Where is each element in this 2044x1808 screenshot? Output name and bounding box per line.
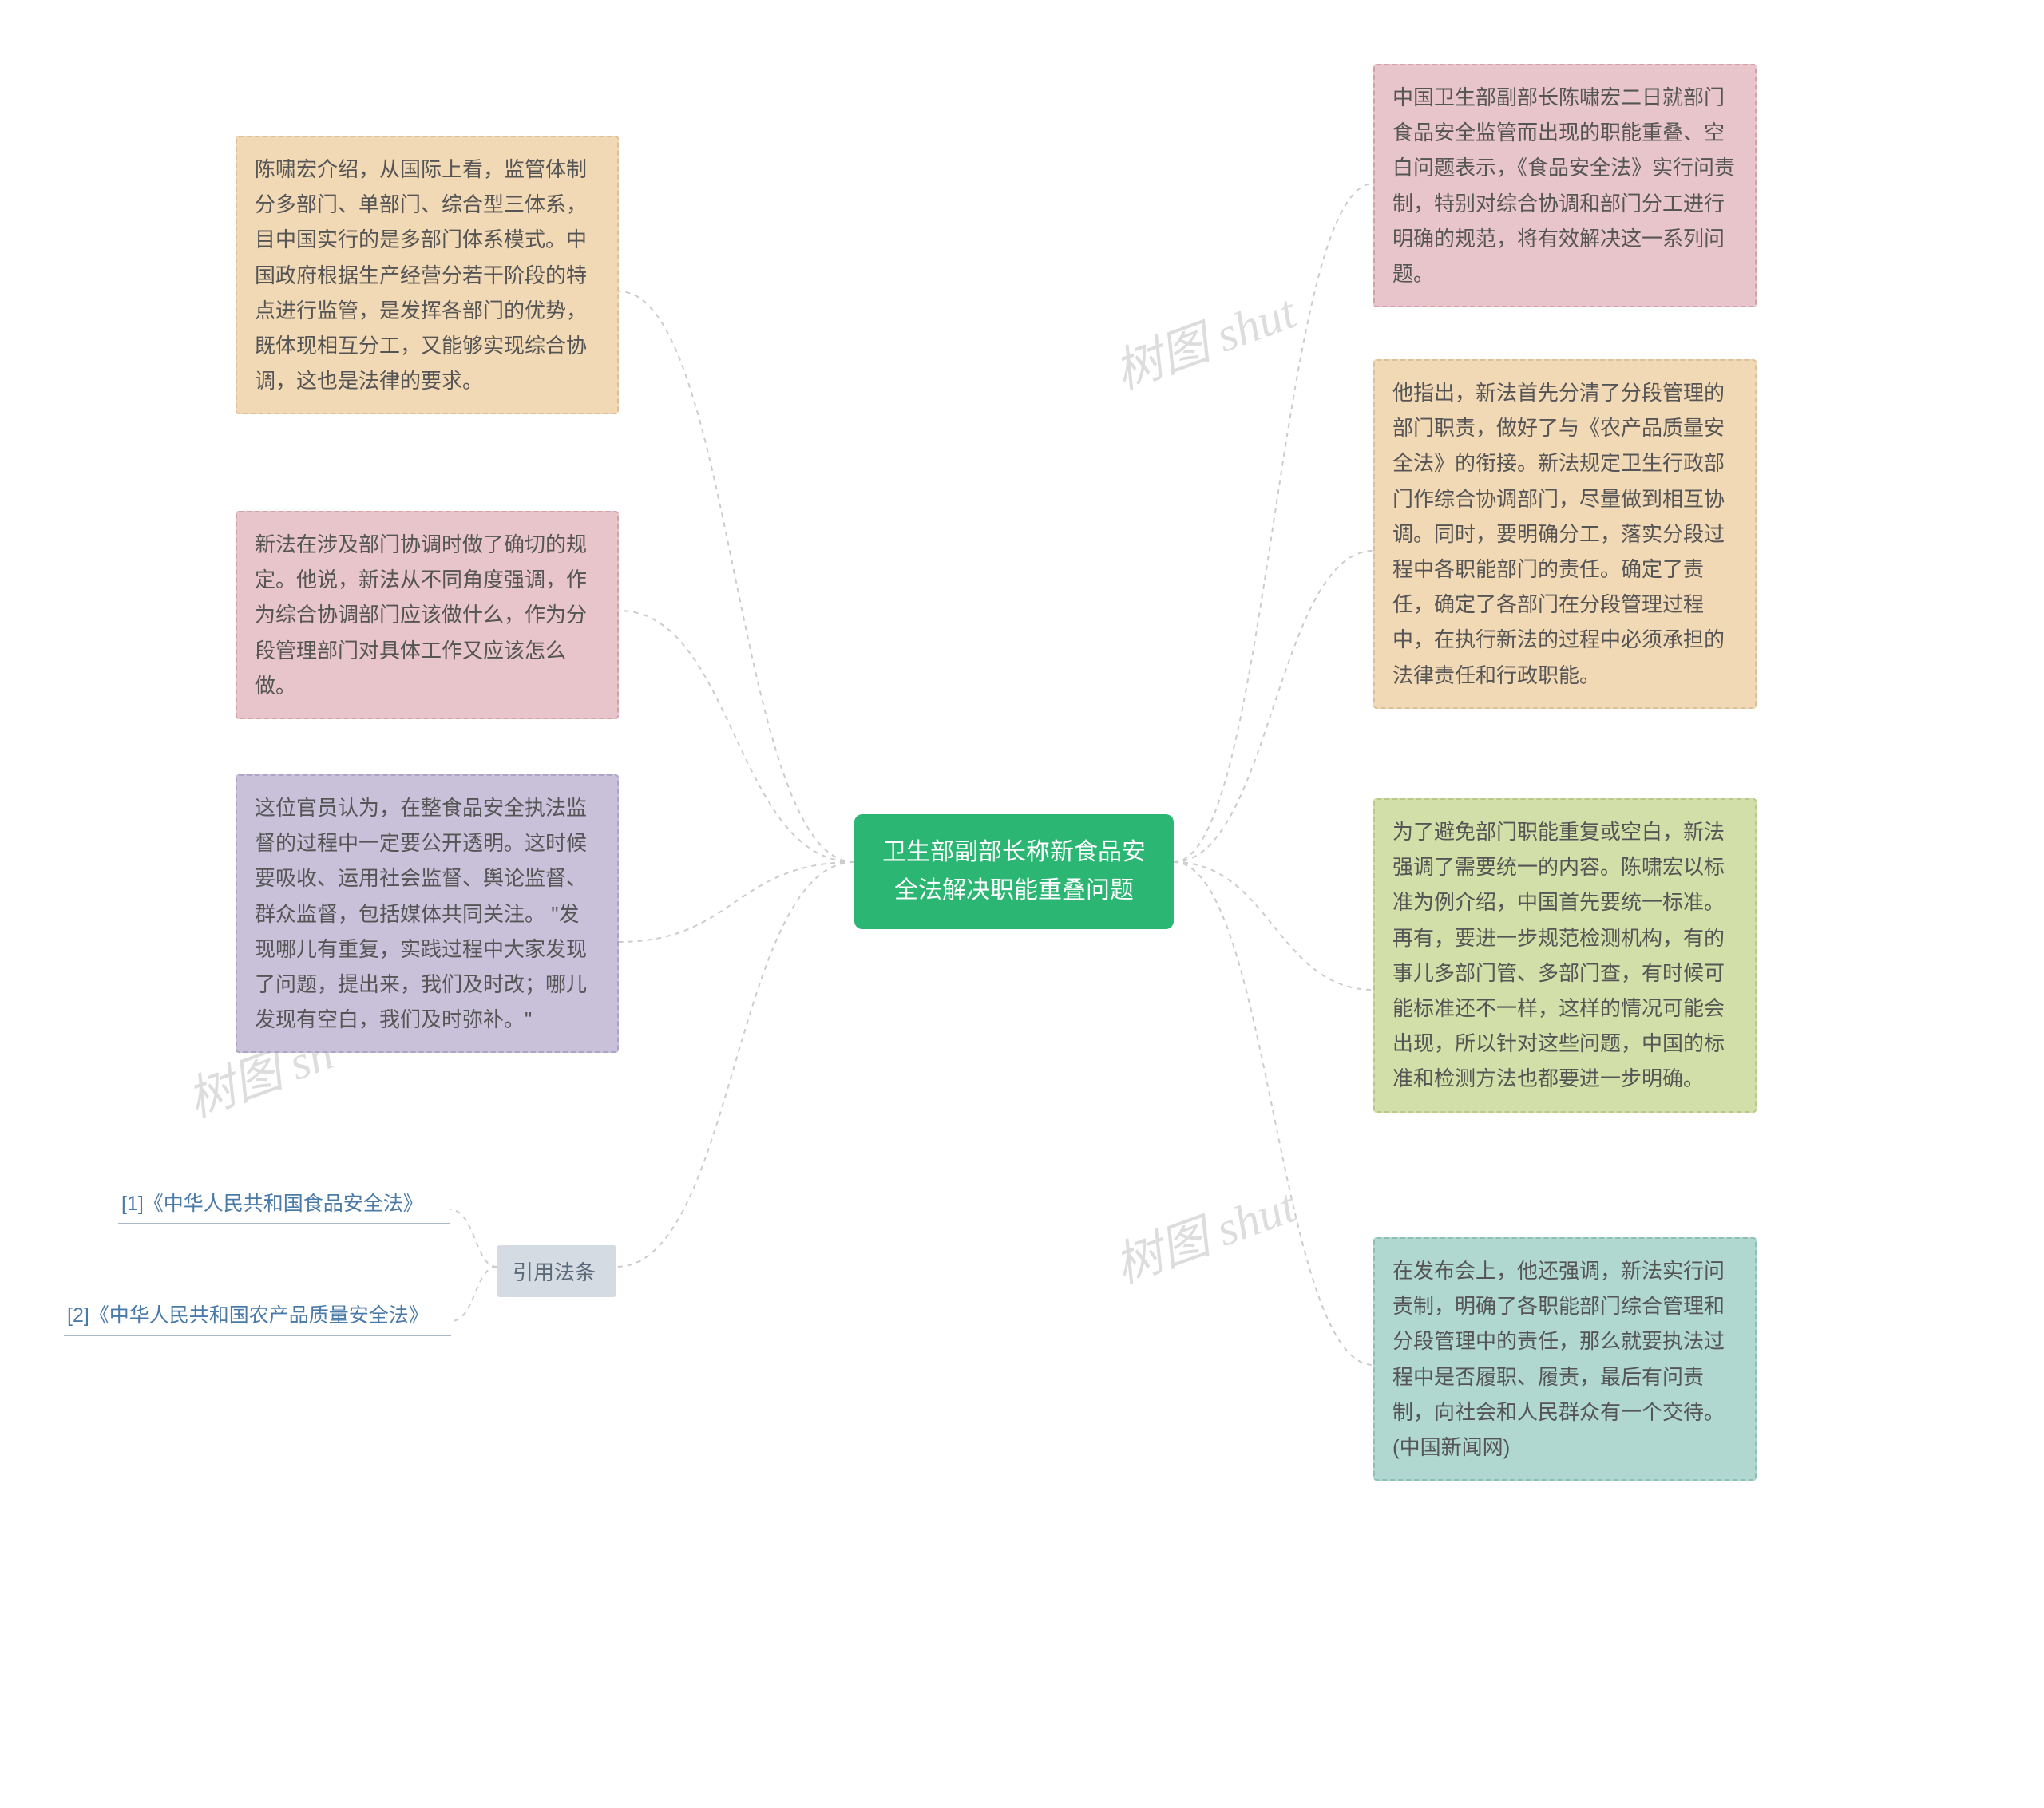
connector-path bbox=[1174, 551, 1373, 862]
left-node-l1[interactable]: 陈啸宏介绍，从国际上看，监管体制分多部门、单部门、综合型三体系，目中国实行的是多… bbox=[236, 136, 619, 414]
center-topic-text: 卫生部副部长称新食品安全法解决职能重叠问题 bbox=[882, 839, 1146, 904]
citation-leaf-ref2-text: [2]《中华人民共和国农产品质量安全法》 bbox=[67, 1304, 429, 1327]
right-node-r3-text: 为了避免部门职能重复或空白，新法强调了需要统一的内容。陈啸宏以标准为例介绍，中国… bbox=[1392, 820, 1725, 1090]
right-node-r2[interactable]: 他指出，新法首先分清了分段管理的部门职责，做好了与《农产品质量安全法》的衔接。新… bbox=[1373, 359, 1757, 709]
left-node-l2-text: 新法在涉及部门协调时做了确切的规定。他说，新法从不同角度强调，作为综合协调部门应… bbox=[255, 532, 587, 698]
citation-leaf-ref2[interactable]: [2]《中华人民共和国农产品质量安全法》 bbox=[64, 1293, 451, 1336]
citation-branch-label: 引用法条 bbox=[513, 1260, 596, 1284]
connector-path bbox=[619, 611, 854, 862]
watermark: 树图 shut bbox=[1103, 1167, 1304, 1296]
connector-path bbox=[616, 862, 854, 1267]
left-node-l1-text: 陈啸宏介绍，从国际上看，监管体制分多部门、单部门、综合型三体系，目中国实行的是多… bbox=[255, 157, 587, 393]
connector-path bbox=[450, 1209, 497, 1267]
connector-path bbox=[1174, 862, 1373, 990]
connector-path bbox=[619, 291, 854, 862]
connector-path bbox=[619, 862, 854, 942]
center-topic[interactable]: 卫生部副部长称新食品安全法解决职能重叠问题 bbox=[854, 814, 1174, 929]
connector-path bbox=[451, 1267, 497, 1321]
left-node-l2[interactable]: 新法在涉及部门协调时做了确切的规定。他说，新法从不同角度强调，作为综合协调部门应… bbox=[236, 511, 619, 719]
right-node-r1-text: 中国卫生部副部长陈啸宏二日就部门食品安全监管而出现的职能重叠、空白问题表示，《食… bbox=[1392, 85, 1735, 286]
right-node-r2-text: 他指出，新法首先分清了分段管理的部门职责，做好了与《农产品质量安全法》的衔接。新… bbox=[1392, 381, 1725, 687]
right-node-r1[interactable]: 中国卫生部副部长陈啸宏二日就部门食品安全监管而出现的职能重叠、空白问题表示，《食… bbox=[1373, 64, 1757, 307]
left-node-l3[interactable]: 这位官员认为，在整食品安全执法监督的过程中一定要公开透明。这时候要吸收、运用社会… bbox=[236, 774, 619, 1053]
right-node-r3[interactable]: 为了避免部门职能重复或空白，新法强调了需要统一的内容。陈啸宏以标准为例介绍，中国… bbox=[1373, 798, 1757, 1113]
connector-path bbox=[1174, 184, 1373, 862]
watermark: 树图 shut bbox=[1103, 273, 1304, 402]
left-node-l3-text: 这位官员认为，在整食品安全执法监督的过程中一定要公开透明。这时候要吸收、运用社会… bbox=[255, 796, 587, 1031]
citation-leaf-ref1-text: [1]《中华人民共和国食品安全法》 bbox=[121, 1193, 423, 1215]
right-node-r4[interactable]: 在发布会上，他还强调，新法实行问责制，明确了各职能部门综合管理和分段管理中的责任… bbox=[1373, 1237, 1757, 1481]
connector-path bbox=[1174, 862, 1373, 1365]
citation-leaf-ref1[interactable]: [1]《中华人民共和国食品安全法》 bbox=[118, 1181, 450, 1224]
citation-branch[interactable]: 引用法条 bbox=[497, 1245, 616, 1297]
right-node-r4-text: 在发布会上，他还强调，新法实行问责制，明确了各职能部门综合管理和分段管理中的责任… bbox=[1392, 1259, 1725, 1459]
